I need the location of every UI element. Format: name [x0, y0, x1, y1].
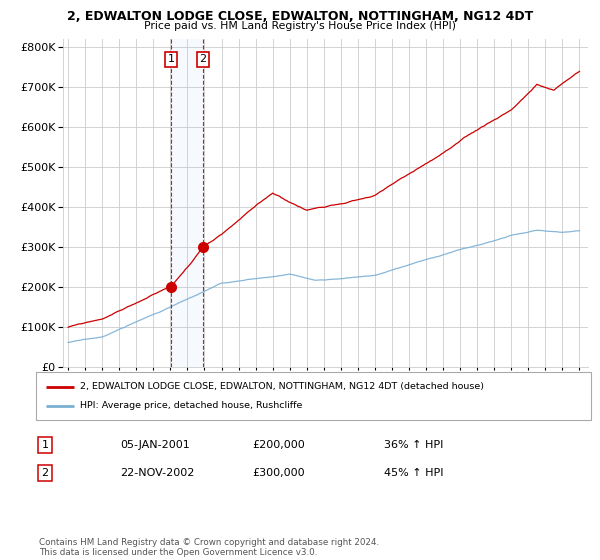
Text: 1: 1: [41, 440, 49, 450]
Text: 36% ↑ HPI: 36% ↑ HPI: [384, 440, 443, 450]
Text: 45% ↑ HPI: 45% ↑ HPI: [384, 468, 443, 478]
Text: HPI: Average price, detached house, Rushcliffe: HPI: Average price, detached house, Rush…: [80, 402, 302, 410]
Text: 05-JAN-2001: 05-JAN-2001: [120, 440, 190, 450]
Text: 1: 1: [167, 54, 175, 64]
Text: 2: 2: [41, 468, 49, 478]
Text: Contains HM Land Registry data © Crown copyright and database right 2024.
This d: Contains HM Land Registry data © Crown c…: [39, 538, 379, 557]
Text: £300,000: £300,000: [252, 468, 305, 478]
Text: 2: 2: [199, 54, 206, 64]
Text: £200,000: £200,000: [252, 440, 305, 450]
Text: Price paid vs. HM Land Registry's House Price Index (HPI): Price paid vs. HM Land Registry's House …: [144, 21, 456, 31]
Text: 2, EDWALTON LODGE CLOSE, EDWALTON, NOTTINGHAM, NG12 4DT: 2, EDWALTON LODGE CLOSE, EDWALTON, NOTTI…: [67, 10, 533, 23]
Bar: [171, 39, 203, 367]
Text: 2, EDWALTON LODGE CLOSE, EDWALTON, NOTTINGHAM, NG12 4DT (detached house): 2, EDWALTON LODGE CLOSE, EDWALTON, NOTTI…: [80, 382, 484, 391]
Text: 22-NOV-2002: 22-NOV-2002: [120, 468, 194, 478]
